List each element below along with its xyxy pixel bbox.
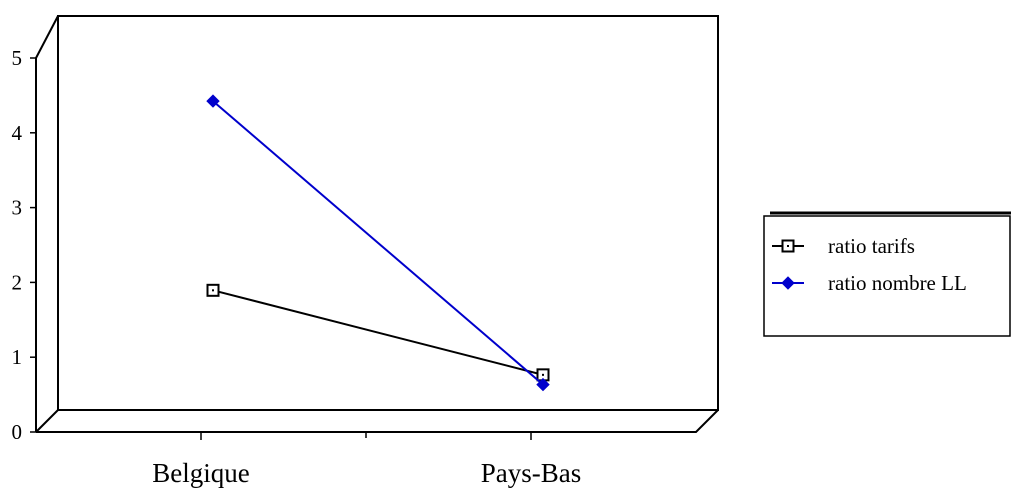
x-category-label: Pays-Bas: [481, 458, 582, 488]
legend-item: ratio tarifs: [772, 234, 915, 258]
y-axis-top-edge: [35, 15, 59, 59]
chart-frame: [35, 15, 719, 433]
legend-label: ratio nombre LL: [828, 271, 967, 295]
floor: [35, 409, 719, 433]
data-point: [536, 377, 550, 392]
legend-item: ratio nombre LL: [772, 271, 967, 295]
legend-label: ratio tarifs: [828, 234, 915, 258]
y-axis: 0 1 2 3 4 5: [12, 15, 59, 444]
data-point: [206, 94, 220, 108]
y-tick-label: 0: [12, 420, 23, 444]
legend: ratio tarifs ratio nombre LL: [763, 211, 1011, 337]
series-line: [212, 100, 544, 386]
legend-box: [763, 215, 1011, 337]
data-point: [781, 276, 795, 290]
y-tick-label: 2: [12, 270, 23, 294]
x-axis: Belgique Pays-Bas: [152, 432, 581, 488]
y-tick-label: 1: [12, 345, 23, 369]
y-tick-label: 3: [12, 196, 23, 220]
data-point: [206, 283, 220, 297]
series-ratio-nombre-LL: [206, 94, 550, 392]
x-category-label: Belgique: [152, 458, 249, 488]
y-tick-label: 5: [12, 46, 23, 70]
series-layer: [206, 94, 550, 392]
data-point: [781, 239, 795, 253]
series-line: [212, 289, 544, 376]
y-tick-label: 4: [12, 121, 23, 145]
series-ratio-tarifs: [206, 283, 550, 382]
back-wall: [57, 15, 719, 411]
